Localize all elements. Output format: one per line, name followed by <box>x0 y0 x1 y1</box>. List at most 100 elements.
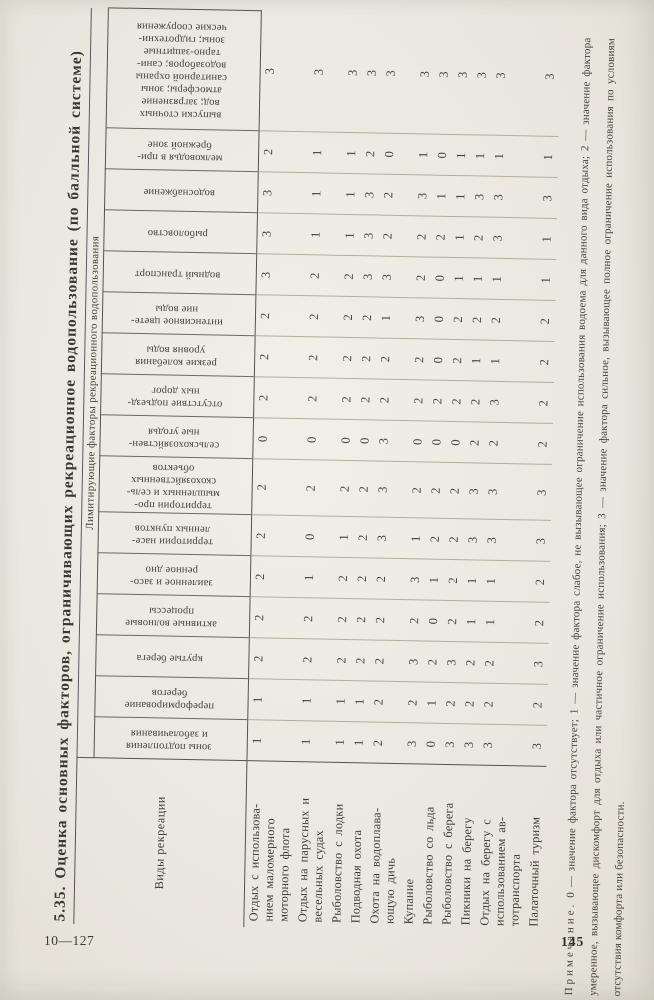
score-cell: 3 <box>358 256 379 298</box>
score-cell: 2 <box>304 296 340 338</box>
score-cell: 3 <box>377 256 413 299</box>
factor-header: резкие колебания уровня воды <box>101 333 256 378</box>
factor-header: водоснабжение <box>104 169 259 214</box>
score-cell: 3 <box>412 175 433 217</box>
score-cell: 2 <box>409 339 430 381</box>
score-cell: 2 <box>338 296 359 339</box>
score-cell: 3 <box>257 172 308 215</box>
score-cell: 0 <box>423 600 444 642</box>
signature-mark: 10—127 <box>44 933 95 948</box>
score-cell: 2 <box>479 642 530 685</box>
score-cell: 2 <box>403 682 423 724</box>
score-cell: 3 <box>461 741 476 749</box>
factor-header-label: переформирование берегов <box>124 686 214 712</box>
score-cell: 2 <box>351 640 371 682</box>
score-cell: 1 <box>450 175 471 218</box>
score-cell: 2 <box>356 338 377 380</box>
factor-header-label: заиленное и засо- ренное дно <box>129 563 213 589</box>
score-cell: 3 <box>361 13 383 134</box>
score-cell: 1 <box>307 132 343 174</box>
score-cell: 0 <box>355 420 376 462</box>
score-cell: 1 <box>449 257 470 300</box>
score-cell: 2 <box>447 380 467 423</box>
score-cell: 2 <box>484 422 534 465</box>
score-cell: 2 <box>428 380 448 422</box>
score-cell: 1 <box>298 738 313 746</box>
score-cell: 3 <box>373 461 409 519</box>
score-cell: 2 <box>357 297 378 339</box>
factor-header: активные волновые процессы <box>96 594 251 639</box>
score-cell: 2 <box>250 556 301 599</box>
score-cell: 0 <box>336 419 357 462</box>
factor-header: интенсивное цвете- ние воды <box>102 292 256 337</box>
score-cell: 2 <box>375 379 410 422</box>
score-cell: 2 <box>529 602 550 644</box>
score-cell: 1 <box>341 132 362 175</box>
score-cell: 1 <box>536 259 557 301</box>
factor-header: зоны подтопления и заболачивания <box>93 717 248 762</box>
score-cell: 1 <box>299 557 335 599</box>
score-cell: 0 <box>252 418 304 461</box>
score-cell: 0 <box>300 516 336 558</box>
score-cell: 3 <box>539 16 561 137</box>
score-cell: 3 <box>372 517 408 560</box>
score-cell: 3 <box>464 463 485 520</box>
row-header-cell: Виды рекреации <box>73 757 247 928</box>
score-cell: 3 <box>442 741 457 748</box>
score-cell: 3 <box>359 215 379 257</box>
score-cell: 0 <box>446 421 466 464</box>
factor-header-label: резкие колебания уровня воды <box>134 343 217 369</box>
factor-header-label: водный транспорт <box>134 267 221 281</box>
score-cell: 3 <box>255 254 307 297</box>
score-cell: 3 <box>359 174 380 216</box>
score-cell: 2 <box>254 336 305 379</box>
score-cell: 1 <box>487 258 538 301</box>
score-cell: 2 <box>248 638 299 681</box>
factor-header: выпуски сточных вод; загрязнение атмосфе… <box>106 8 262 132</box>
score-cell: 2 <box>337 378 357 421</box>
factor-header-label: водоснабжение <box>142 185 215 199</box>
score-cell: 2 <box>448 298 469 341</box>
score-cell: 3 <box>529 742 544 750</box>
score-cell: 2 <box>460 642 481 684</box>
score-cell: 3 <box>410 298 431 340</box>
score-cell: 3 <box>463 519 484 561</box>
factor-header-label: крутые берега <box>136 651 204 665</box>
score-cell: 1 <box>538 136 559 178</box>
score-cell: 2 <box>303 337 339 379</box>
score-cell: 2 <box>444 518 465 561</box>
score-cell: 2 <box>412 216 432 258</box>
score-cell: 2 <box>258 131 309 174</box>
factor-header-label: территории насе- ленных пунктов <box>131 522 213 548</box>
score-cell: 1 <box>450 216 470 259</box>
score-cell: 2 <box>251 459 303 517</box>
score-cell: 1 <box>306 214 341 256</box>
score-cell: 3 <box>484 381 535 424</box>
factor-header-label: мелководья в при- брежной зоне <box>136 138 223 164</box>
score-cell: 2 <box>409 380 429 422</box>
score-cell: 2 <box>298 598 334 640</box>
recreation-type-label: Палаточный туризм <box>524 766 547 933</box>
score-cell: 2 <box>369 681 404 724</box>
score-cell: 2 <box>465 422 485 464</box>
score-cell: 1 <box>413 134 434 176</box>
score-cell: 2 <box>253 377 304 420</box>
score-cell: 2 <box>445 462 466 520</box>
table-header: Виды рекреации Лимитирующие факторы рекр… <box>73 7 262 928</box>
factors-table: Виды рекреации Лимитирующие факторы рекр… <box>73 7 561 933</box>
score-cell: 2 <box>528 684 548 726</box>
score-cell: 2 <box>305 255 341 297</box>
score-cell: 1 <box>537 218 557 260</box>
score-cell: 2 <box>535 300 556 342</box>
score-cell: 1 <box>331 680 352 723</box>
score-cell: 1 <box>461 601 482 643</box>
score-cell: 1 <box>350 681 371 723</box>
score-cell: 3 <box>488 176 539 219</box>
factor-header-label: рыболовство <box>147 226 209 240</box>
factor-header-label: активные волновые процессы <box>124 604 217 630</box>
score-cell: 3 <box>480 741 495 749</box>
score-cell: 1 <box>376 297 412 340</box>
factor-header-label: отсутствие подъезд- ных дорог <box>127 384 223 410</box>
score-cell: 2 <box>467 299 488 341</box>
recreation-type-label: Отдых на берегу с использованием ав- тот… <box>475 765 528 933</box>
